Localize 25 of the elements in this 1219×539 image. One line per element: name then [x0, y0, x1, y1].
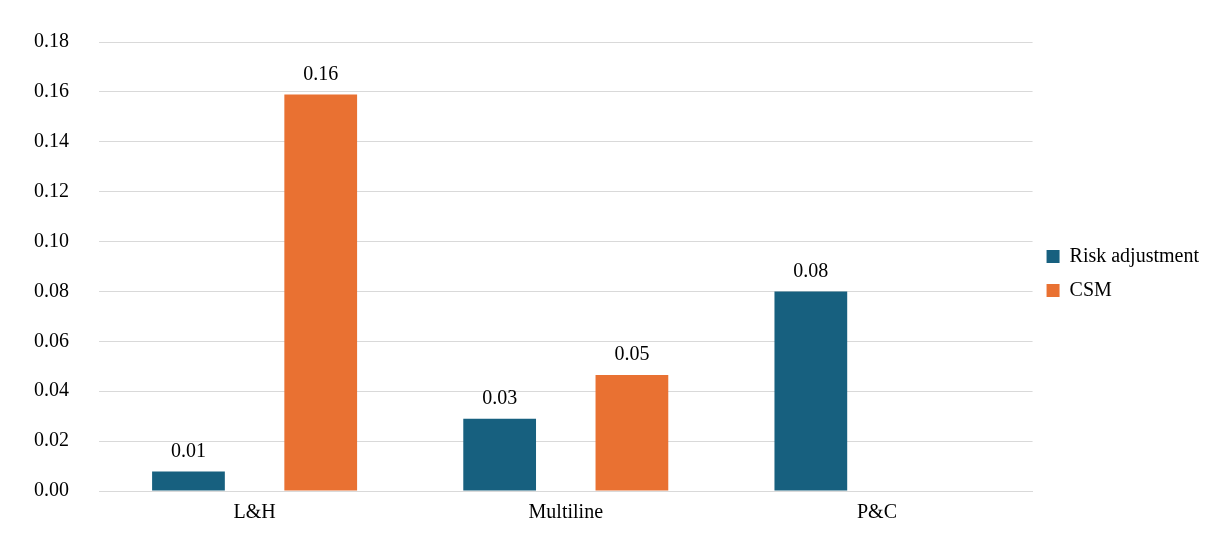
x-tick-label: Multiline	[528, 500, 604, 523]
bar	[463, 418, 537, 491]
y-tick-label: 0.16	[34, 79, 69, 102]
data-label: 0.03	[482, 385, 518, 408]
bar	[152, 471, 225, 491]
y-tick-label: 0.14	[34, 129, 69, 152]
data-label: 0.16	[303, 61, 339, 84]
data-label: 0.08	[793, 258, 829, 281]
bar	[284, 94, 358, 491]
y-tick-label: 0.10	[34, 228, 69, 251]
y-tick-label: 0.12	[34, 178, 69, 201]
y-tick-label: 0.18	[34, 29, 69, 52]
y-tick-label: 0.02	[34, 428, 69, 451]
bar	[774, 291, 848, 491]
legend-label: CSM	[1069, 277, 1113, 300]
y-tick-label: 0.00	[34, 478, 69, 501]
legend-label: Risk adjustment	[1069, 243, 1200, 267]
y-tick-label: 0.08	[34, 278, 69, 301]
data-label: 0.01	[170, 438, 206, 461]
x-tick-label: L&H	[233, 500, 276, 523]
data-label: 0.05	[614, 342, 650, 365]
bar	[595, 375, 669, 491]
y-tick-label: 0.06	[34, 328, 69, 351]
x-tick-label: P&C	[856, 500, 897, 523]
y-tick-label: 0.04	[34, 378, 69, 401]
